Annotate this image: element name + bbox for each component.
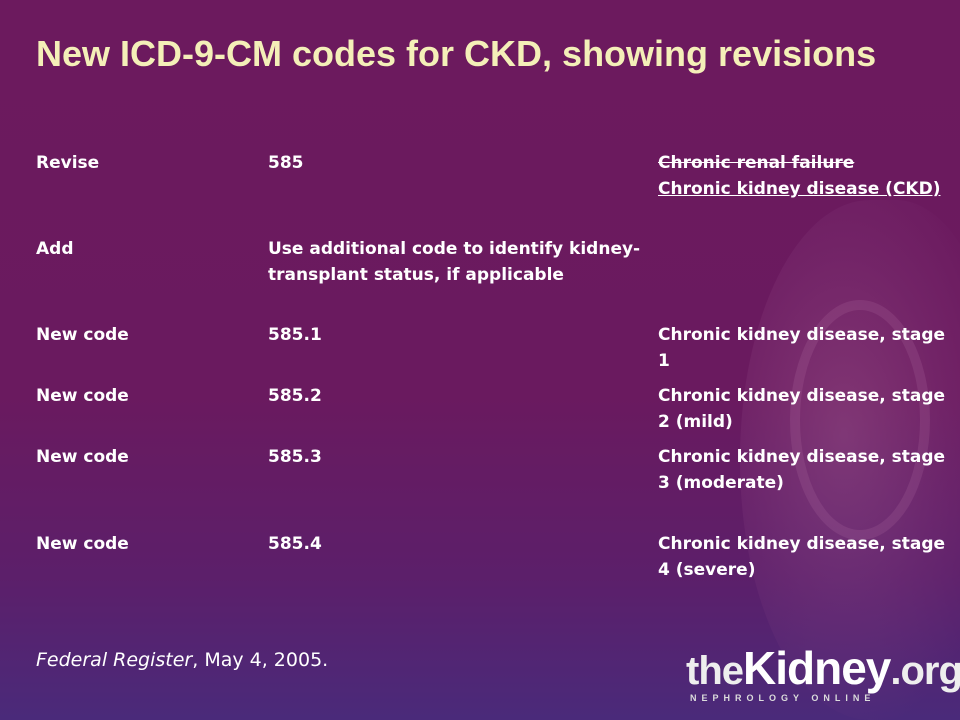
slide-title: New ICD-9-CM codes for CKD, showing revi… (36, 33, 877, 74)
logo-part-org: .org (890, 649, 960, 693)
struck-description: Chronic renal failure (658, 153, 855, 173)
logo-wordmark: theKidney.org (686, 645, 960, 693)
logo-part-the: the (686, 649, 744, 693)
revised-description: Chronic kidney disease (CKD) (658, 179, 941, 199)
row-code: 585.2 (268, 386, 322, 406)
row-code: 585 (268, 153, 304, 173)
row-description: Chronic kidney disease, stage 3 (moderat… (658, 447, 946, 493)
row-action: New code (36, 386, 129, 406)
row-code: Use additional code to identify kidney-t… (268, 239, 641, 285)
row-description: Chronic renal failure Chronic kidney dis… (658, 150, 948, 202)
row-action: Revise (36, 153, 100, 173)
logo-tagline: NEPHROLOGY ONLINE (690, 693, 876, 703)
row-action: New code (36, 447, 129, 467)
source-date: , May 4, 2005. (192, 649, 329, 671)
row-code: 585.1 (268, 325, 322, 345)
source-publication: Federal Register (36, 649, 193, 671)
row-action: New code (36, 325, 129, 345)
logo-part-kidney: Kidney (743, 642, 891, 694)
row-description: Chronic kidney disease, stage 2 (mild) (658, 386, 946, 432)
source-citation: Federal Register, May 4, 2005. (36, 646, 328, 674)
row-description: Chronic kidney disease, stage 4 (severe) (658, 534, 946, 580)
thekidney-logo: theKidney.org NEPHROLOGY ONLINE (686, 645, 960, 708)
row-description: Chronic kidney disease, stage 1 (658, 325, 946, 371)
row-code: 585.3 (268, 447, 322, 467)
background-kidney-detail (790, 300, 930, 540)
row-code: 585.4 (268, 534, 322, 554)
row-action: Add (36, 239, 74, 259)
row-action: New code (36, 534, 129, 554)
